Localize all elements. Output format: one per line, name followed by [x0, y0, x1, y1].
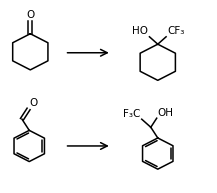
Text: F₃C: F₃C	[123, 109, 141, 119]
Text: HO: HO	[132, 26, 148, 36]
Text: O: O	[29, 98, 38, 108]
Text: CF₃: CF₃	[167, 26, 184, 36]
Text: O: O	[26, 10, 35, 20]
Text: OH: OH	[158, 108, 174, 118]
